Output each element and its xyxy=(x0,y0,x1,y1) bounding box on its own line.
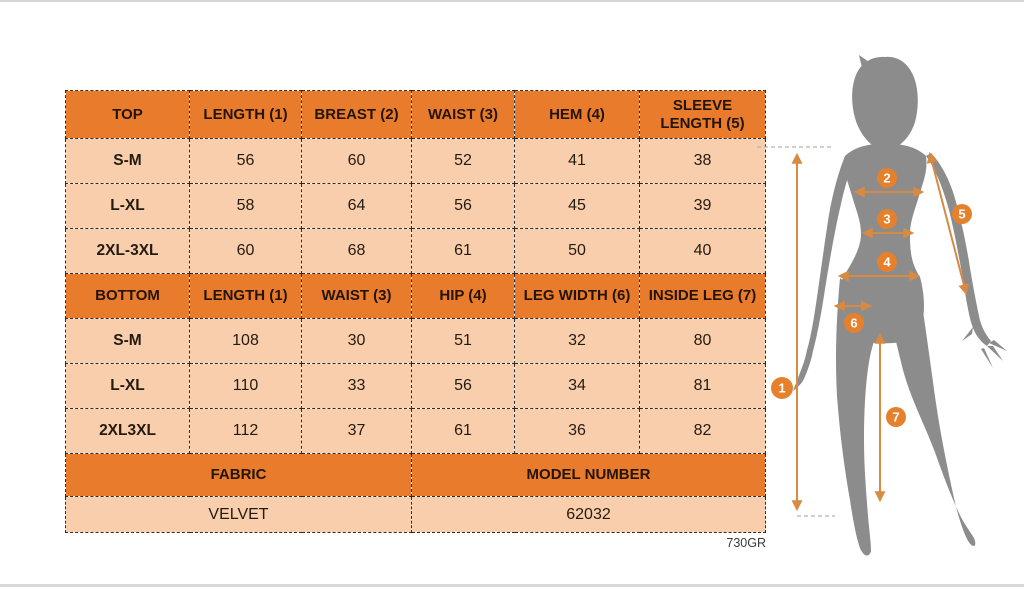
header-hip-4: HIP (4) xyxy=(411,273,515,319)
header-waist-3: WAIST (3) xyxy=(301,273,412,319)
size-cell: S-M xyxy=(65,138,190,184)
value-cell: 56 xyxy=(411,183,515,229)
female-silhouette-diagram: 1 2 3 4 5 xyxy=(757,55,1007,556)
size-chart-table: TOP LENGTH (1) BREAST (2) WAIST (3) HEM … xyxy=(65,90,766,533)
value-cell: 60 xyxy=(301,138,412,184)
measurement-arrows xyxy=(791,151,970,512)
header-inside-leg-7: INSIDE LEG (7) xyxy=(639,273,766,319)
table-row: S-M 108 30 51 32 80 xyxy=(65,318,766,364)
table-row: L-XL 58 64 56 45 39 xyxy=(65,183,766,229)
marker-5-number: 5 xyxy=(958,207,965,222)
marker-4-number: 4 xyxy=(883,255,891,270)
model-number-value: 62032 xyxy=(411,496,766,533)
fabric-value: VELVET xyxy=(65,496,412,533)
marker-5: 5 xyxy=(952,204,972,224)
woman-silhouette xyxy=(793,55,1007,556)
header-sleeve-length-5: SLEEVE LENGTH (5) xyxy=(639,90,766,139)
marker-1-number: 1 xyxy=(778,381,785,396)
value-cell: 81 xyxy=(639,363,766,409)
model-number-label: MODEL NUMBER xyxy=(411,453,766,497)
marker-7: 7 xyxy=(886,407,906,427)
value-cell: 40 xyxy=(639,228,766,274)
size-cell: 2XL-3XL xyxy=(65,228,190,274)
value-cell: 68 xyxy=(301,228,412,274)
marker-3: 3 xyxy=(877,209,897,229)
table-row: 2XL-3XL 60 68 61 50 40 xyxy=(65,228,766,274)
info-header-row: FABRIC MODEL NUMBER xyxy=(65,453,766,497)
marker-2-number: 2 xyxy=(883,171,890,186)
value-cell: 56 xyxy=(189,138,302,184)
marker-4: 4 xyxy=(877,252,897,272)
value-cell: 38 xyxy=(639,138,766,184)
value-cell: 61 xyxy=(411,408,515,454)
marker-6-number: 6 xyxy=(850,316,857,331)
top-header-row: TOP LENGTH (1) BREAST (2) WAIST (3) HEM … xyxy=(65,90,766,139)
value-cell: 82 xyxy=(639,408,766,454)
value-cell: 108 xyxy=(189,318,302,364)
value-cell: 33 xyxy=(301,363,412,409)
marker-1: 1 xyxy=(771,377,793,399)
value-cell: 64 xyxy=(301,183,412,229)
header-breast-2: BREAST (2) xyxy=(301,90,412,139)
value-cell: 39 xyxy=(639,183,766,229)
weight-note: 730GR xyxy=(726,536,766,550)
value-cell: 37 xyxy=(301,408,412,454)
value-cell: 52 xyxy=(411,138,515,184)
marker-2: 2 xyxy=(877,168,897,188)
size-cell: L-XL xyxy=(65,363,190,409)
header-length-1: LENGTH (1) xyxy=(189,273,302,319)
value-cell: 34 xyxy=(514,363,640,409)
value-cell: 56 xyxy=(411,363,515,409)
header-leg-width-6: LEG WIDTH (6) xyxy=(514,273,640,319)
value-cell: 32 xyxy=(514,318,640,364)
value-cell: 60 xyxy=(189,228,302,274)
size-cell: L-XL xyxy=(65,183,190,229)
size-cell: 2XL3XL xyxy=(65,408,190,454)
value-cell: 112 xyxy=(189,408,302,454)
value-cell: 30 xyxy=(301,318,412,364)
value-cell: 80 xyxy=(639,318,766,364)
value-cell: 61 xyxy=(411,228,515,274)
fabric-label: FABRIC xyxy=(65,453,412,497)
header-top: TOP xyxy=(65,90,190,139)
header-waist-3: WAIST (3) xyxy=(411,90,515,139)
measurement-figure: 1 2 3 4 5 xyxy=(755,30,1024,570)
value-cell: 36 xyxy=(514,408,640,454)
value-cell: 51 xyxy=(411,318,515,364)
size-cell: S-M xyxy=(65,318,190,364)
bottom-divider-line xyxy=(0,584,1024,587)
header-hem-4: HEM (4) xyxy=(514,90,640,139)
table-row: 2XL3XL 112 37 61 36 82 xyxy=(65,408,766,454)
value-cell: 45 xyxy=(514,183,640,229)
header-bottom: BOTTOM xyxy=(65,273,190,319)
top-divider-line xyxy=(0,0,1024,2)
table-row: S-M 56 60 52 41 38 xyxy=(65,138,766,184)
info-value-row: VELVET 62032 xyxy=(65,496,766,533)
value-cell: 50 xyxy=(514,228,640,274)
value-cell: 110 xyxy=(189,363,302,409)
table-row: L-XL 110 33 56 34 81 xyxy=(65,363,766,409)
marker-7-number: 7 xyxy=(892,410,899,425)
bottom-header-row: BOTTOM LENGTH (1) WAIST (3) HIP (4) LEG … xyxy=(65,273,766,319)
value-cell: 58 xyxy=(189,183,302,229)
marker-3-number: 3 xyxy=(883,212,890,227)
marker-6: 6 xyxy=(844,313,864,333)
value-cell: 41 xyxy=(514,138,640,184)
sleeve-arrow-5 xyxy=(926,151,970,296)
marker-badges: 1 2 3 4 5 xyxy=(771,168,972,427)
header-length-1: LENGTH (1) xyxy=(189,90,302,139)
